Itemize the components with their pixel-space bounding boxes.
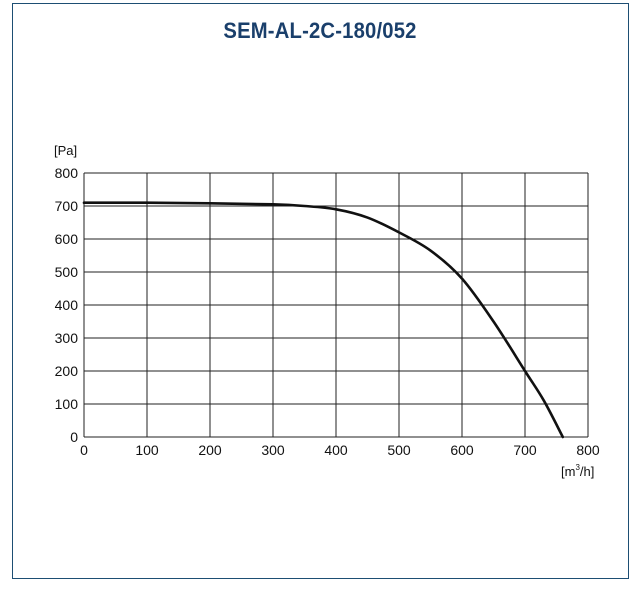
y-tick-labels: 0 100 200 300 400 500 600 700 800 <box>55 165 79 445</box>
y-axis-label: [Pa] <box>54 143 77 158</box>
x-tick-label-500: 500 <box>387 442 411 458</box>
x-tick-label-400: 400 <box>324 442 348 458</box>
x-tick-label-200: 200 <box>198 442 222 458</box>
chart-title: SEM-AL-2C-180/052 <box>223 18 417 43</box>
x-axis-label-tail: /h] <box>580 464 594 479</box>
grid <box>83 172 589 438</box>
y-tick-label-100: 100 <box>55 396 79 412</box>
y-tick-label-300: 300 <box>55 330 79 346</box>
x-tick-label-0: 0 <box>80 442 88 458</box>
x-tick-label-300: 300 <box>261 442 285 458</box>
y-tick-label-700: 700 <box>55 198 79 214</box>
x-axis-label-base: [m <box>561 464 575 479</box>
x-tick-label-700: 700 <box>513 442 537 458</box>
x-tick-labels: 0 100 200 300 400 500 600 700 800 <box>80 442 600 458</box>
series-curve <box>82 201 565 439</box>
y-tick-label-800: 800 <box>55 165 79 181</box>
x-tick-label-100: 100 <box>135 442 159 458</box>
x-tick-label-800: 800 <box>576 442 600 458</box>
x-axis-label: [m3/h] <box>561 463 594 479</box>
y-tick-label-0: 0 <box>70 429 78 445</box>
y-tick-label-600: 600 <box>55 231 79 247</box>
x-axis-label-sup: 3 <box>575 463 580 472</box>
chart-frame <box>12 3 629 579</box>
y-tick-label-200: 200 <box>55 363 79 379</box>
y-tick-label-500: 500 <box>55 264 79 280</box>
x-tick-label-600: 600 <box>450 442 474 458</box>
y-tick-label-400: 400 <box>55 297 79 313</box>
